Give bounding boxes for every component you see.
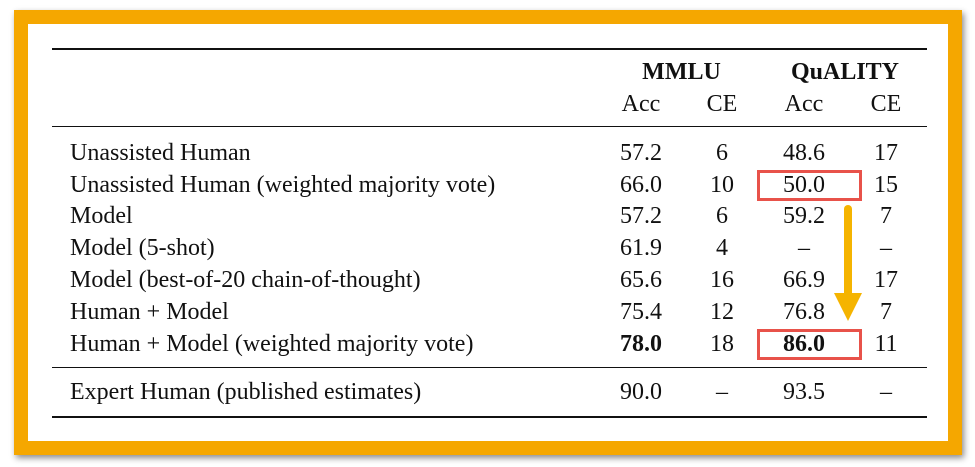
cell: 16 [710,267,734,293]
bottom-rule [52,416,927,418]
cell: – [716,379,728,405]
cell: 12 [710,299,734,325]
cell: 4 [716,235,728,261]
arrow [834,205,862,321]
row-label: Human + Model (weighted majority vote) [70,331,474,357]
highlight-box [757,170,862,201]
cell: 76.8 [783,299,825,325]
cell: 17 [874,267,898,293]
cell: 11 [874,331,898,357]
cell: – [798,235,810,261]
cell: 66.0 [620,172,662,198]
cell: 10 [710,172,734,198]
cell: 57.2 [620,140,662,166]
cell: 7 [880,299,892,325]
column-header: Acc [784,91,824,117]
cell: 78.0 [620,331,662,357]
cell: 86.0 [783,331,825,357]
group-header: QuALITY [790,59,900,85]
row-label: Model [70,203,133,229]
group-header: MMLU [642,59,721,85]
cell: 75.4 [620,299,662,325]
row-label: Model (best-of-20 chain-of-thought) [70,267,421,293]
cell: 15 [874,172,898,198]
top-rule [52,48,927,50]
cell: 6 [716,140,728,166]
row-label: Model (5-shot) [70,235,215,261]
cell: 90.0 [620,379,662,405]
cell: 17 [874,140,898,166]
frame [14,10,962,455]
column-header: Acc [621,91,661,117]
cell: 57.2 [620,203,662,229]
row-label: Expert Human (published estimates) [70,379,422,405]
cell: – [880,235,892,261]
cell: 61.9 [620,235,662,261]
column-header: CE [706,91,738,117]
mid-rule [52,126,927,127]
cell: 7 [880,203,892,229]
cell: 18 [710,331,734,357]
cell: – [880,379,892,405]
row-label: Unassisted Human (weighted majority vote… [70,172,496,198]
cell: 6 [716,203,728,229]
cell: 50.0 [783,172,825,198]
cell: 48.6 [783,140,825,166]
cell: 93.5 [783,379,825,405]
row-label: Unassisted Human [70,140,251,166]
mid-rule [52,367,927,368]
highlight-box [757,329,862,360]
column-header: CE [870,91,902,117]
row-label: Human + Model [70,299,229,325]
cell: 66.9 [783,267,825,293]
cell: 59.2 [783,203,825,229]
cell: 65.6 [620,267,662,293]
